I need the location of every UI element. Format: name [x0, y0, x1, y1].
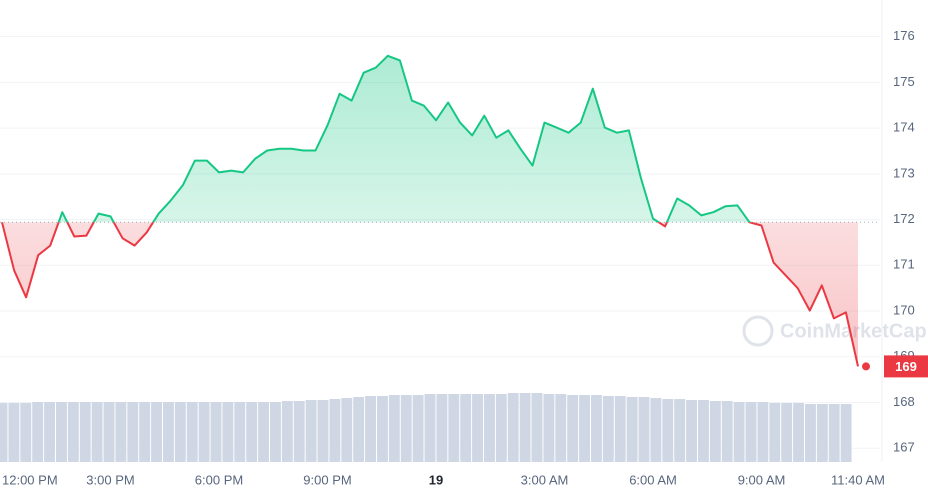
y-tick-label: 170: [893, 302, 915, 317]
volume-bar: [305, 400, 317, 462]
price-tag-label: 169: [895, 359, 917, 374]
volume-bar: [543, 394, 555, 462]
volume-bar: [91, 402, 103, 462]
volume-bar: [151, 402, 162, 462]
volume-bar: [210, 402, 222, 462]
volume-bar: [329, 399, 341, 462]
volume-bar: [412, 395, 424, 462]
volume-bar: [20, 403, 32, 462]
volume-bar: [67, 402, 79, 462]
watermark: CoinMarketCap: [742, 315, 927, 347]
volume-bar: [757, 402, 769, 462]
x-tick-label: 11:40 AM: [831, 472, 885, 487]
volume-bar: [769, 403, 781, 462]
volume-bar: [163, 402, 174, 462]
x-tick-label: 9:00 PM: [303, 472, 351, 487]
y-tick-label: 172: [893, 211, 915, 226]
volume-bar: [139, 402, 151, 462]
volume-bar: [317, 400, 329, 462]
volume-bar: [686, 400, 697, 462]
y-tick-label: 174: [893, 120, 915, 135]
volume-bar: [709, 401, 721, 462]
volume-bar: [258, 402, 269, 462]
volume-bar: [56, 402, 67, 462]
area-up: [2, 55, 750, 223]
volume-bar: [495, 394, 507, 462]
volume-bar: [0, 403, 8, 462]
volume-bar: [733, 402, 745, 462]
volume-bar: [507, 393, 519, 462]
price-tag: [884, 355, 928, 378]
volume-bar: [460, 394, 472, 462]
volume-bar: [840, 404, 852, 462]
volume-bar: [388, 395, 400, 462]
volume-bar: [745, 402, 757, 462]
y-tick-label: 171: [893, 257, 915, 272]
volume-bar: [281, 401, 293, 462]
price-line-down: [1, 222, 859, 367]
volume-bar: [234, 402, 246, 462]
volume-bar: [591, 395, 602, 462]
y-tick-label: 175: [893, 74, 915, 89]
volume-bar: [400, 395, 412, 462]
volume-bar: [127, 402, 139, 462]
volume-bar: [353, 397, 365, 462]
volume-bar: [698, 400, 709, 462]
volume-bar: [781, 403, 793, 462]
volume-bar: [555, 394, 567, 462]
volume-bar: [602, 396, 614, 462]
volume-bar: [793, 403, 804, 462]
volume-bar: [519, 393, 531, 462]
volume-bar: [8, 403, 20, 462]
x-tick-label: 9:00 AM: [738, 472, 786, 487]
volume-bar: [484, 394, 495, 462]
volume-bar: [222, 402, 234, 462]
y-tick-label: 168: [893, 394, 915, 409]
volume-bar: [567, 395, 579, 462]
volume-bar: [805, 404, 816, 462]
x-tick-label: 3:00 PM: [86, 472, 134, 487]
volume-bar: [44, 402, 55, 462]
volume-bar: [365, 396, 376, 462]
volume-bar: [626, 397, 638, 462]
volume-bar: [828, 404, 840, 462]
volume-bar: [293, 401, 305, 462]
volume-bar: [198, 402, 210, 462]
volume-bar: [270, 402, 281, 462]
x-tick-label: 6:00 AM: [629, 472, 677, 487]
volume-bar: [579, 395, 590, 462]
volume-bar: [377, 396, 388, 462]
volume-bar: [721, 401, 733, 462]
x-tick-label: 19: [429, 472, 443, 487]
volume-bar: [115, 402, 127, 462]
volume-bar: [103, 402, 115, 462]
area-down: [2, 222, 858, 367]
x-tick-label: 3:00 AM: [521, 472, 569, 487]
volume-bar: [186, 402, 198, 462]
volume-bar: [816, 404, 828, 462]
volume-bar: [32, 402, 44, 462]
volume-bar: [614, 396, 626, 462]
volume-bar: [174, 402, 186, 462]
price-line-up: [1, 54, 754, 223]
volume-bar: [638, 397, 650, 462]
x-tick-label: 6:00 PM: [195, 472, 243, 487]
volume-bar: [79, 402, 91, 462]
volume-bar: [662, 399, 674, 462]
volume-bar: [436, 394, 448, 462]
x-tick-label: 12:00 PM: [2, 472, 58, 487]
volume-bar: [448, 394, 460, 462]
volume-bar: [650, 398, 662, 462]
volume-bar: [341, 398, 353, 462]
volume-bar: [472, 394, 483, 462]
y-tick-label: 173: [893, 165, 915, 180]
last-point: [862, 362, 870, 371]
volume-bar: [674, 399, 686, 462]
volume-bar: [424, 394, 436, 462]
volume-bar: [246, 402, 258, 462]
y-tick-label: 167: [893, 440, 915, 455]
y-tick-label: 176: [893, 28, 915, 43]
volume-bar: [531, 393, 543, 462]
